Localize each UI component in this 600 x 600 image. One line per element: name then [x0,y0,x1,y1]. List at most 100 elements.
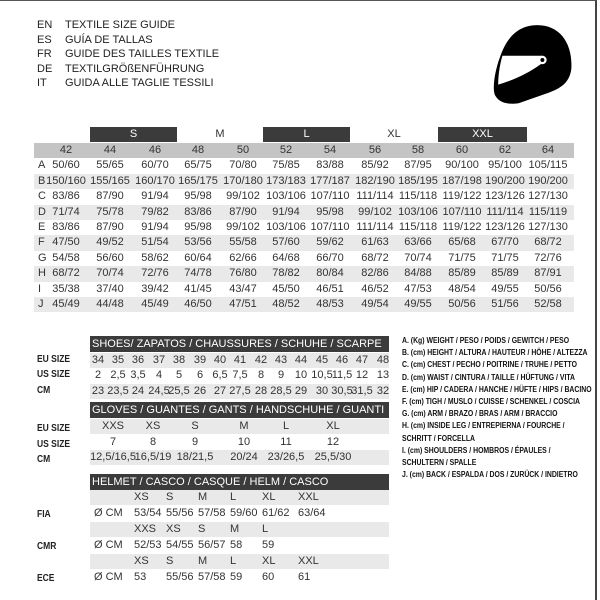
shoe-size-cell: 32 [376,384,390,397]
measurement-cell: 155/165 [90,174,130,187]
helmet-size-row: XS S M L XL XXL [90,490,389,505]
shoe-size-cell: 48 [376,354,390,366]
measurement-cell: 65/75 [184,159,212,172]
measurement-cell: 55/65 [96,159,124,172]
measurement-legend: A. (Kg) WEIGHT / PESO / POIDS / GEWITCH … [402,335,592,481]
shoe-size-cell: 23 [91,384,105,397]
title-text: GUÍA DE TALLAS [65,33,153,46]
shoe-size-cell: 28 [254,384,268,397]
measurement-cell: 72/76 [534,251,562,264]
measurement-cell: 48/52 [272,297,300,310]
measurement-cell: 123/126 [485,220,525,233]
legend-line: E. (cm) HIP / CADERA / HANCHE / HÜFTE / … [402,384,592,394]
lang-code: IT [37,77,47,90]
measurement-cell: 70/74 [96,267,124,280]
measurement-cell: 187/198 [442,174,482,187]
measurement-cell: 50/60 [52,159,80,172]
shoe-size-cell: 26 [193,384,207,397]
helmet-value-cell: 63/64 [298,507,326,519]
row-letter: F [38,236,45,249]
title-de: DE TEXTILGRÖßENFÜHRUNG [37,62,219,77]
measurement-row: C 83/86 87/90 91/94 95/98 99/102 103/106 107/11… [34,189,574,204]
lang-code: EN [37,19,53,31]
shoes-row-label: US SIZE [37,369,71,381]
glove-size-cell: 12 [326,435,340,448]
helmet-value-row: Ø CM 53 55/56 57/58 59 60 61 [90,570,389,585]
measurement-cell: 91/94 [272,205,300,218]
legend-line: B. (cm) HEIGHT / ALTURA / HAUTEUR / HÖHE… [402,348,588,358]
title-it: IT GUIDA ALLE TAGLIE TESSILI [37,76,219,91]
measurement-cell: 115/119 [528,205,568,218]
measurement-cell: 41/45 [184,282,212,295]
glove-size-cell: 18/21,5 [176,451,214,463]
measurement-cell: 68/72 [361,251,389,264]
title-text: TEXTILE SIZE GUIDE [65,19,176,31]
measurement-cell: 35/38 [52,282,80,295]
measurement-cell: 49/52 [96,236,124,249]
measurement-cell: 56/60 [96,251,124,264]
measurement-cell: 190/200 [485,174,525,187]
size-label-xxl: XXL [438,127,527,142]
measurement-cell: 47/51 [229,297,257,310]
helmet-value-cell: 59 [230,571,243,583]
measurement-cell: 105/115 [528,159,568,172]
shoe-size-cell: 10,5 [311,369,333,382]
size-number: 64 [541,144,555,156]
size-label-l: L [263,127,350,142]
measurement-cell: 45/50 [272,282,300,295]
glove-size-cell: 23/26,5 [267,451,305,463]
measurement-cell: 95/98 [184,220,212,233]
shoe-size-cell: 24,5 [148,384,170,397]
shoe-size-cell: 46 [335,354,349,366]
measurement-cell: 87/90 [229,205,257,218]
shoe-size-cell: 39 [193,354,207,366]
size-number: 60 [455,144,469,156]
measurement-cell: 76/80 [229,267,257,280]
shoe-size-cell: 29 [294,384,308,397]
row-letter: H [38,267,46,280]
legend-line: H. (cm) INSIDE LEG / ENTREPIERNA / FOURC… [402,421,565,431]
shoe-size-cell: 27 [213,384,227,397]
measurement-cell: 99/102 [226,190,260,203]
shoe-size-cell: 25,5 [168,384,190,397]
shoe-size-cell: 37 [152,354,166,366]
measurement-cell: 103/106 [266,220,306,233]
size-label-m: M [215,128,225,140]
measurement-cell: 48/54 [448,282,476,295]
measurement-cell: 66/70 [316,251,344,264]
helmet-size-label: XS [134,555,149,567]
shoe-size-cell: 38 [172,354,186,366]
helmet-size-label: M [198,491,208,503]
helmet-value-row: Ø CM 52/53 54/55 56/57 58 59 [90,538,389,553]
size-number: 42 [59,144,73,156]
lang-code: ES [37,33,52,46]
measurement-cell: 119/122 [442,220,482,233]
legend-line: G. (cm) ARM / BRAZO / BRAS / ARM / BRACC… [402,409,558,419]
row-letter: J [38,297,44,310]
shoe-size-cell: 10 [294,369,308,382]
measurement-cell: 72/76 [141,267,169,280]
helmet-size-label: XL [262,555,276,567]
measurement-cell: 103/106 [266,190,306,203]
title-block: EN TEXTILE SIZE GUIDE ES GUÍA DE TALLAS FR… [37,18,219,91]
measurement-cell: 82/86 [361,267,389,280]
measurement-cell: 111/114 [356,220,394,233]
measurement-cell: 115/118 [398,190,438,203]
lang-code: DE [37,62,53,75]
measurement-row: B 150/160 155/165 160/170 165/175 170/180 173/… [34,173,574,190]
measurement-cell: 90/100 [445,159,479,172]
shoe-size-cell: 4 [155,369,163,382]
measurement-cell: 71/75 [448,251,476,264]
shoe-size-cell: 13 [376,369,390,382]
glove-size-cell: 8 [149,435,157,448]
shoes-header: SHOES/ ZAPATOS / CHAUSSURES / SCHUHE / S… [90,336,389,352]
helmet-size-label: S [166,555,174,567]
legend-line: J. (cm) BACK / ESPALDA / DOS / ZURÜCK / … [402,470,578,480]
shoe-size-cell: 35 [111,354,125,366]
helmet-header: HELMET / CASCO / CASQUE / HELM / CASCO [90,474,389,490]
measurement-cell: 68/72 [534,236,562,249]
measurement-cell: 190/200 [528,174,568,187]
shoe-size-cell: 42 [254,354,268,366]
glove-size-cell: S [191,420,199,432]
helmet-standard-label: FIA [37,509,51,520]
